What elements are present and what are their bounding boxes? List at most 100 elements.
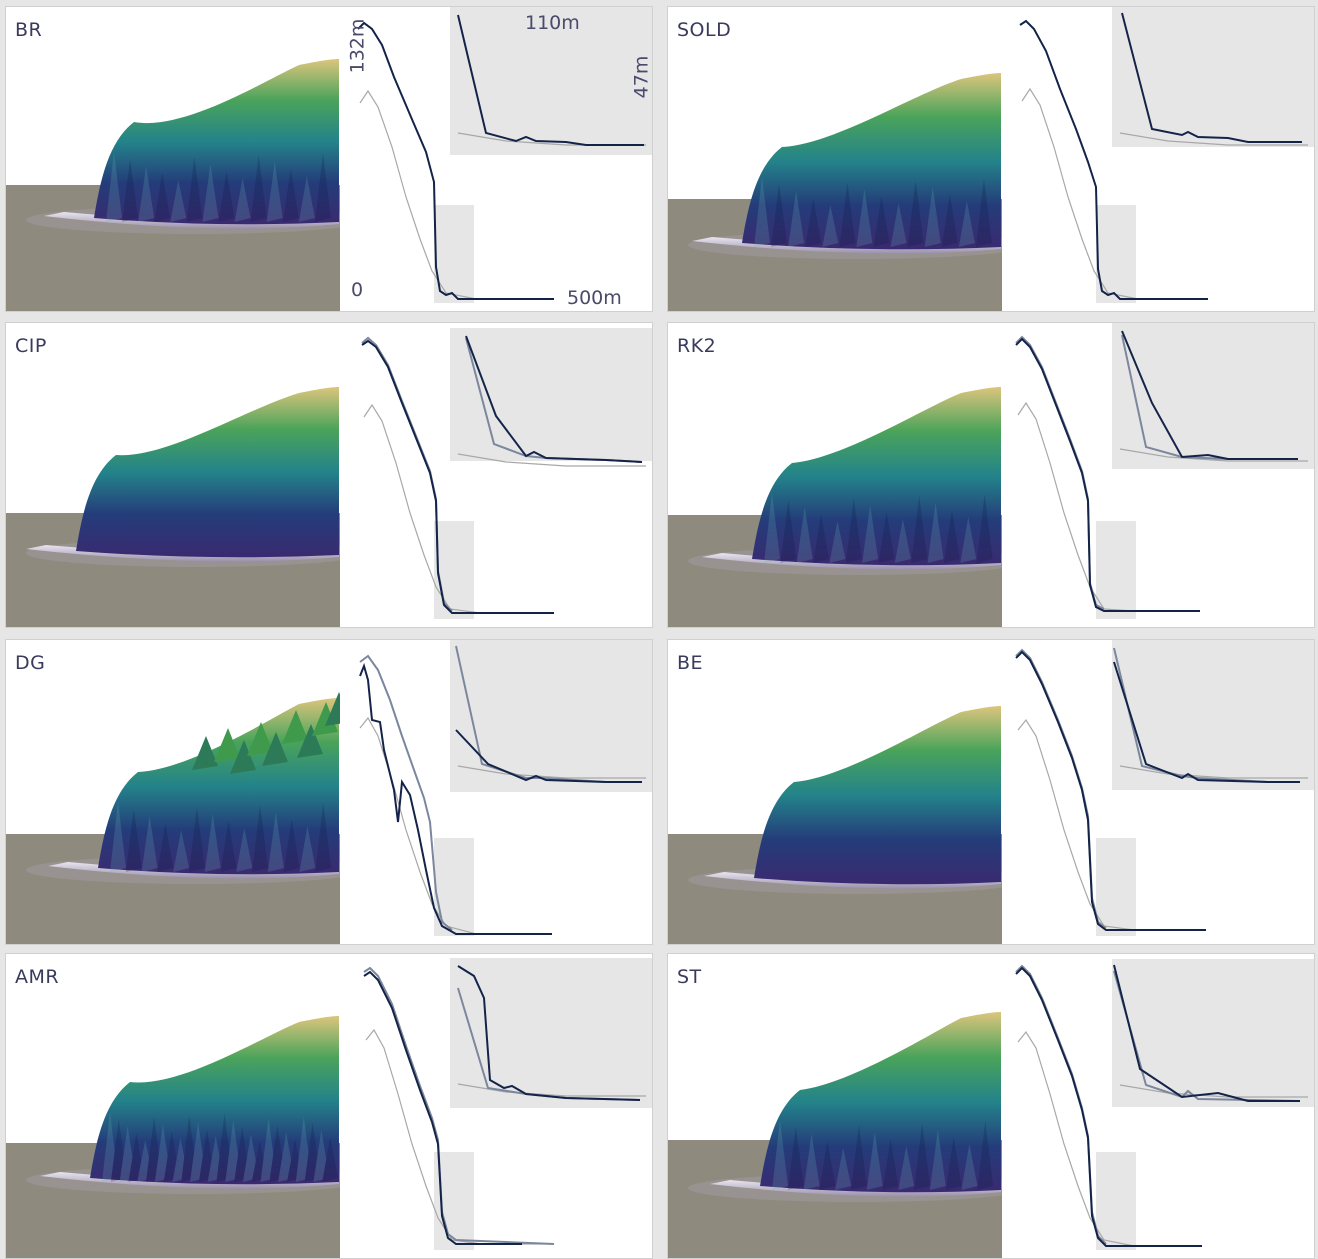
terrain-facet (236, 828, 253, 872)
terrain-facet (796, 507, 813, 563)
terrain-body (742, 73, 1001, 250)
inset-profile-line (1113, 964, 1300, 1102)
height-annotation: 132m (346, 18, 369, 74)
initial-profile-line (1017, 718, 1206, 931)
terrain-facet (163, 1131, 180, 1182)
terrain-facet (154, 173, 171, 222)
panel-label: SOLD (677, 19, 732, 41)
height-profile-line (357, 21, 554, 300)
terrain-facet (128, 1133, 145, 1182)
terrain-facet (102, 1112, 118, 1182)
terrain-facet (943, 510, 960, 563)
terrain-facet (805, 198, 822, 247)
terrain-facet (225, 1120, 242, 1182)
panel-label: ST (677, 966, 702, 988)
inset-width-annotation: 110m (525, 12, 580, 34)
initial-profile-line (359, 89, 554, 300)
zoom-region (434, 521, 474, 619)
terrain-facet (856, 189, 873, 247)
terrain-facet (260, 1118, 277, 1182)
terrain-facet (911, 496, 928, 563)
terrain-facet (202, 164, 219, 222)
terrain-facet (299, 826, 316, 872)
initial-profile-line (1017, 1030, 1202, 1247)
terrain-facet (269, 1125, 286, 1182)
inset-profile-line (457, 14, 644, 146)
panel-cip: CIP (5, 322, 653, 628)
inset-initial-line (1119, 765, 1308, 779)
terrain-facet (835, 1148, 852, 1190)
terrain-body (760, 1012, 1001, 1193)
terrain-facet (190, 1122, 207, 1182)
height-profile-line (1015, 650, 1206, 931)
terrain-facet (977, 1121, 994, 1190)
terrain-facet (924, 187, 941, 247)
terrain-facets (106, 152, 331, 222)
terrain-facet (907, 180, 924, 247)
terrain-body (752, 387, 1001, 566)
terrain-facet (278, 1132, 295, 1182)
terrain-facet (866, 1132, 883, 1190)
terrain-facet (234, 1127, 251, 1182)
inset-background (1112, 323, 1314, 469)
panel-graphic (668, 7, 1314, 311)
terrain-facet (788, 191, 805, 247)
terrain-facet (157, 823, 174, 872)
terrain-spike (192, 736, 218, 770)
terrain-facet (119, 1126, 136, 1182)
terrain-facet (941, 194, 958, 247)
terrain-body (94, 59, 339, 225)
terrain-facet (242, 1134, 259, 1182)
terrain-facet (304, 1123, 321, 1182)
inset-profile-line (465, 335, 643, 463)
inset-profile-line (1121, 330, 1298, 460)
panel-graphic (668, 640, 1314, 944)
inset-initial-line (1119, 448, 1308, 462)
terrain-facet (961, 1144, 978, 1190)
panel-label: AMR (15, 966, 60, 988)
panel-br: BR 132m 110m 47m 0 500m (5, 6, 653, 312)
terrain-facet (313, 1130, 330, 1182)
height-profile-line (361, 339, 554, 614)
panel-rk2: RK2 (667, 322, 1315, 628)
terrain-spike (282, 710, 308, 744)
terrain-body (76, 387, 339, 558)
height-profile-line (359, 662, 552, 935)
inset-background (450, 7, 652, 155)
terrain-facet (220, 821, 237, 872)
terrain-facet (771, 184, 788, 247)
terrain-facet (138, 166, 155, 222)
terrain-facet (216, 1113, 233, 1182)
terrain-facet (787, 1127, 804, 1190)
panel-graphic (668, 954, 1314, 1258)
terrain-facet (282, 169, 299, 222)
terrain-facet (266, 162, 283, 222)
zoom-region (1096, 205, 1136, 303)
terrain-facet (873, 196, 890, 247)
origin-annotation: 0 (351, 279, 364, 301)
terrain-facet (286, 1139, 303, 1182)
inset-background (1112, 959, 1314, 1107)
terrain-facet (819, 1141, 836, 1190)
terrain-facet (283, 819, 300, 872)
terrain-facet (234, 178, 251, 222)
terrain-facet (976, 494, 993, 563)
terrain-facet (106, 152, 122, 222)
inset-profile-line (1113, 661, 1300, 783)
terrain-facets (754, 177, 992, 247)
terrain-facet (298, 176, 315, 222)
width-annotation: 500m (567, 287, 622, 309)
inset-initial-line (1119, 132, 1308, 146)
terrain-facet (314, 153, 331, 222)
reference-profile-line (363, 966, 555, 1245)
panel-st: ST (667, 953, 1315, 1259)
terrain-facet (146, 1117, 163, 1182)
terrain-spike (312, 702, 338, 736)
terrain-facet (882, 1139, 899, 1190)
reference-profile-line (359, 654, 453, 931)
terrain-facets (102, 1112, 339, 1182)
terrain-facet (845, 498, 862, 563)
terrain-facet (829, 521, 846, 563)
inset-initial-line (457, 453, 646, 467)
terrain-facet (188, 807, 205, 872)
